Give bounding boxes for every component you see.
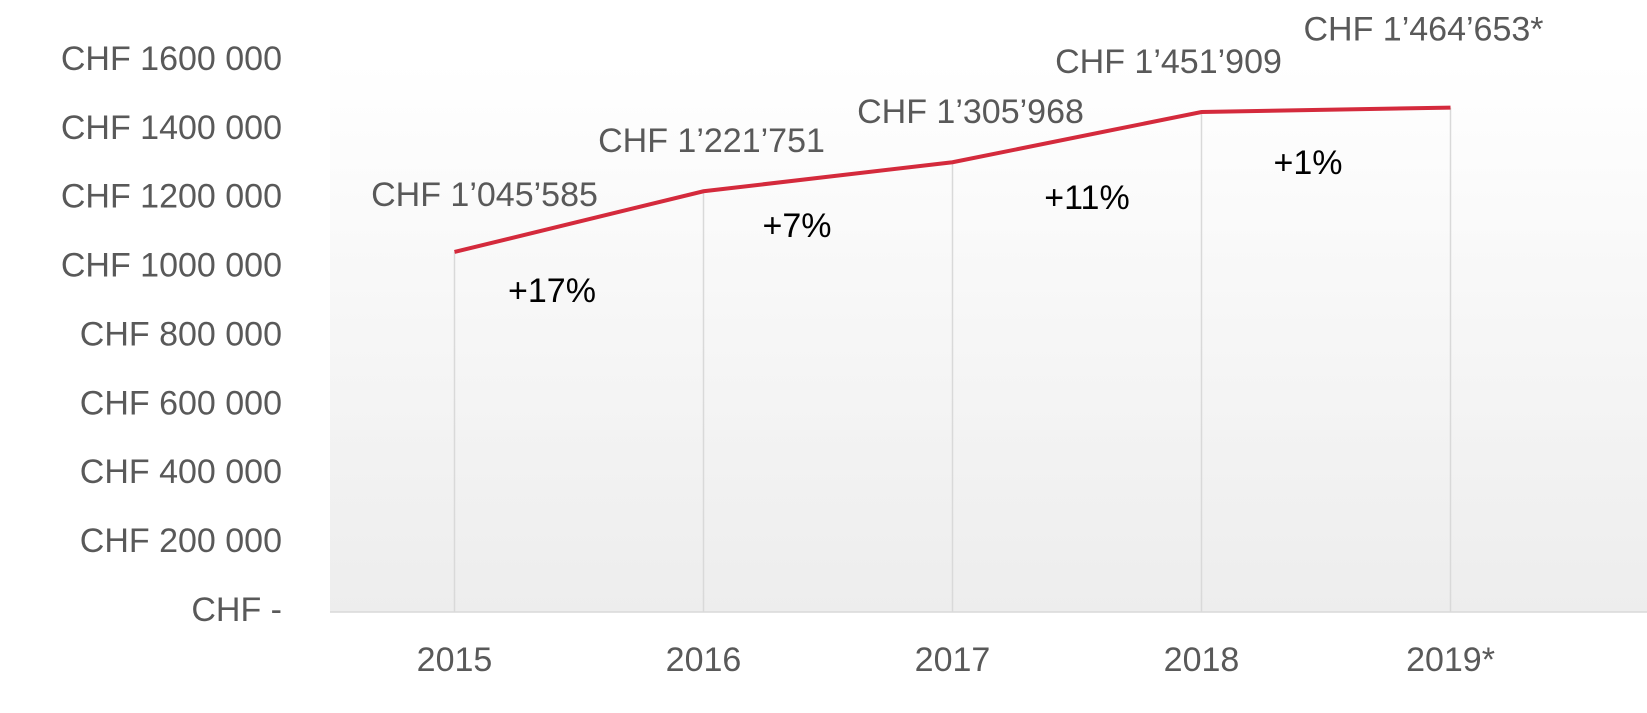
y-tick-label: CHF 200 000 <box>80 522 282 560</box>
x-tick-label: 2017 <box>915 641 991 679</box>
data-label: CHF 1’305’968 <box>857 93 1084 131</box>
y-tick-label: CHF - <box>191 591 282 629</box>
y-tick-label: CHF 1400 000 <box>61 109 282 147</box>
x-tick-label: 2015 <box>417 641 493 679</box>
data-label: CHF 1’451’909 <box>1055 43 1282 81</box>
x-tick-label: 2019* <box>1406 641 1495 679</box>
annotation: +17% <box>508 272 596 310</box>
annotation: +1% <box>1274 144 1343 182</box>
data-label: CHF 1’221’751 <box>598 122 825 160</box>
data-label: CHF 1’045’585 <box>371 176 598 214</box>
annotation: +11% <box>1044 179 1129 217</box>
y-tick-label: CHF 1200 000 <box>61 178 282 216</box>
y-tick-label: CHF 400 000 <box>80 453 282 491</box>
data-label: CHF 1’464’653* <box>1303 11 1543 49</box>
annotation: +7% <box>763 207 832 245</box>
y-tick-label: CHF 600 000 <box>80 384 282 422</box>
y-tick-label: CHF 1000 000 <box>61 247 282 285</box>
x-tick-label: 2016 <box>666 641 742 679</box>
x-tick-label: 2018 <box>1164 641 1240 679</box>
plot-background <box>330 61 1647 612</box>
y-tick-label: CHF 800 000 <box>80 315 282 353</box>
series-line <box>454 105 1451 254</box>
y-tick-label: CHF 1600 000 <box>61 40 282 78</box>
